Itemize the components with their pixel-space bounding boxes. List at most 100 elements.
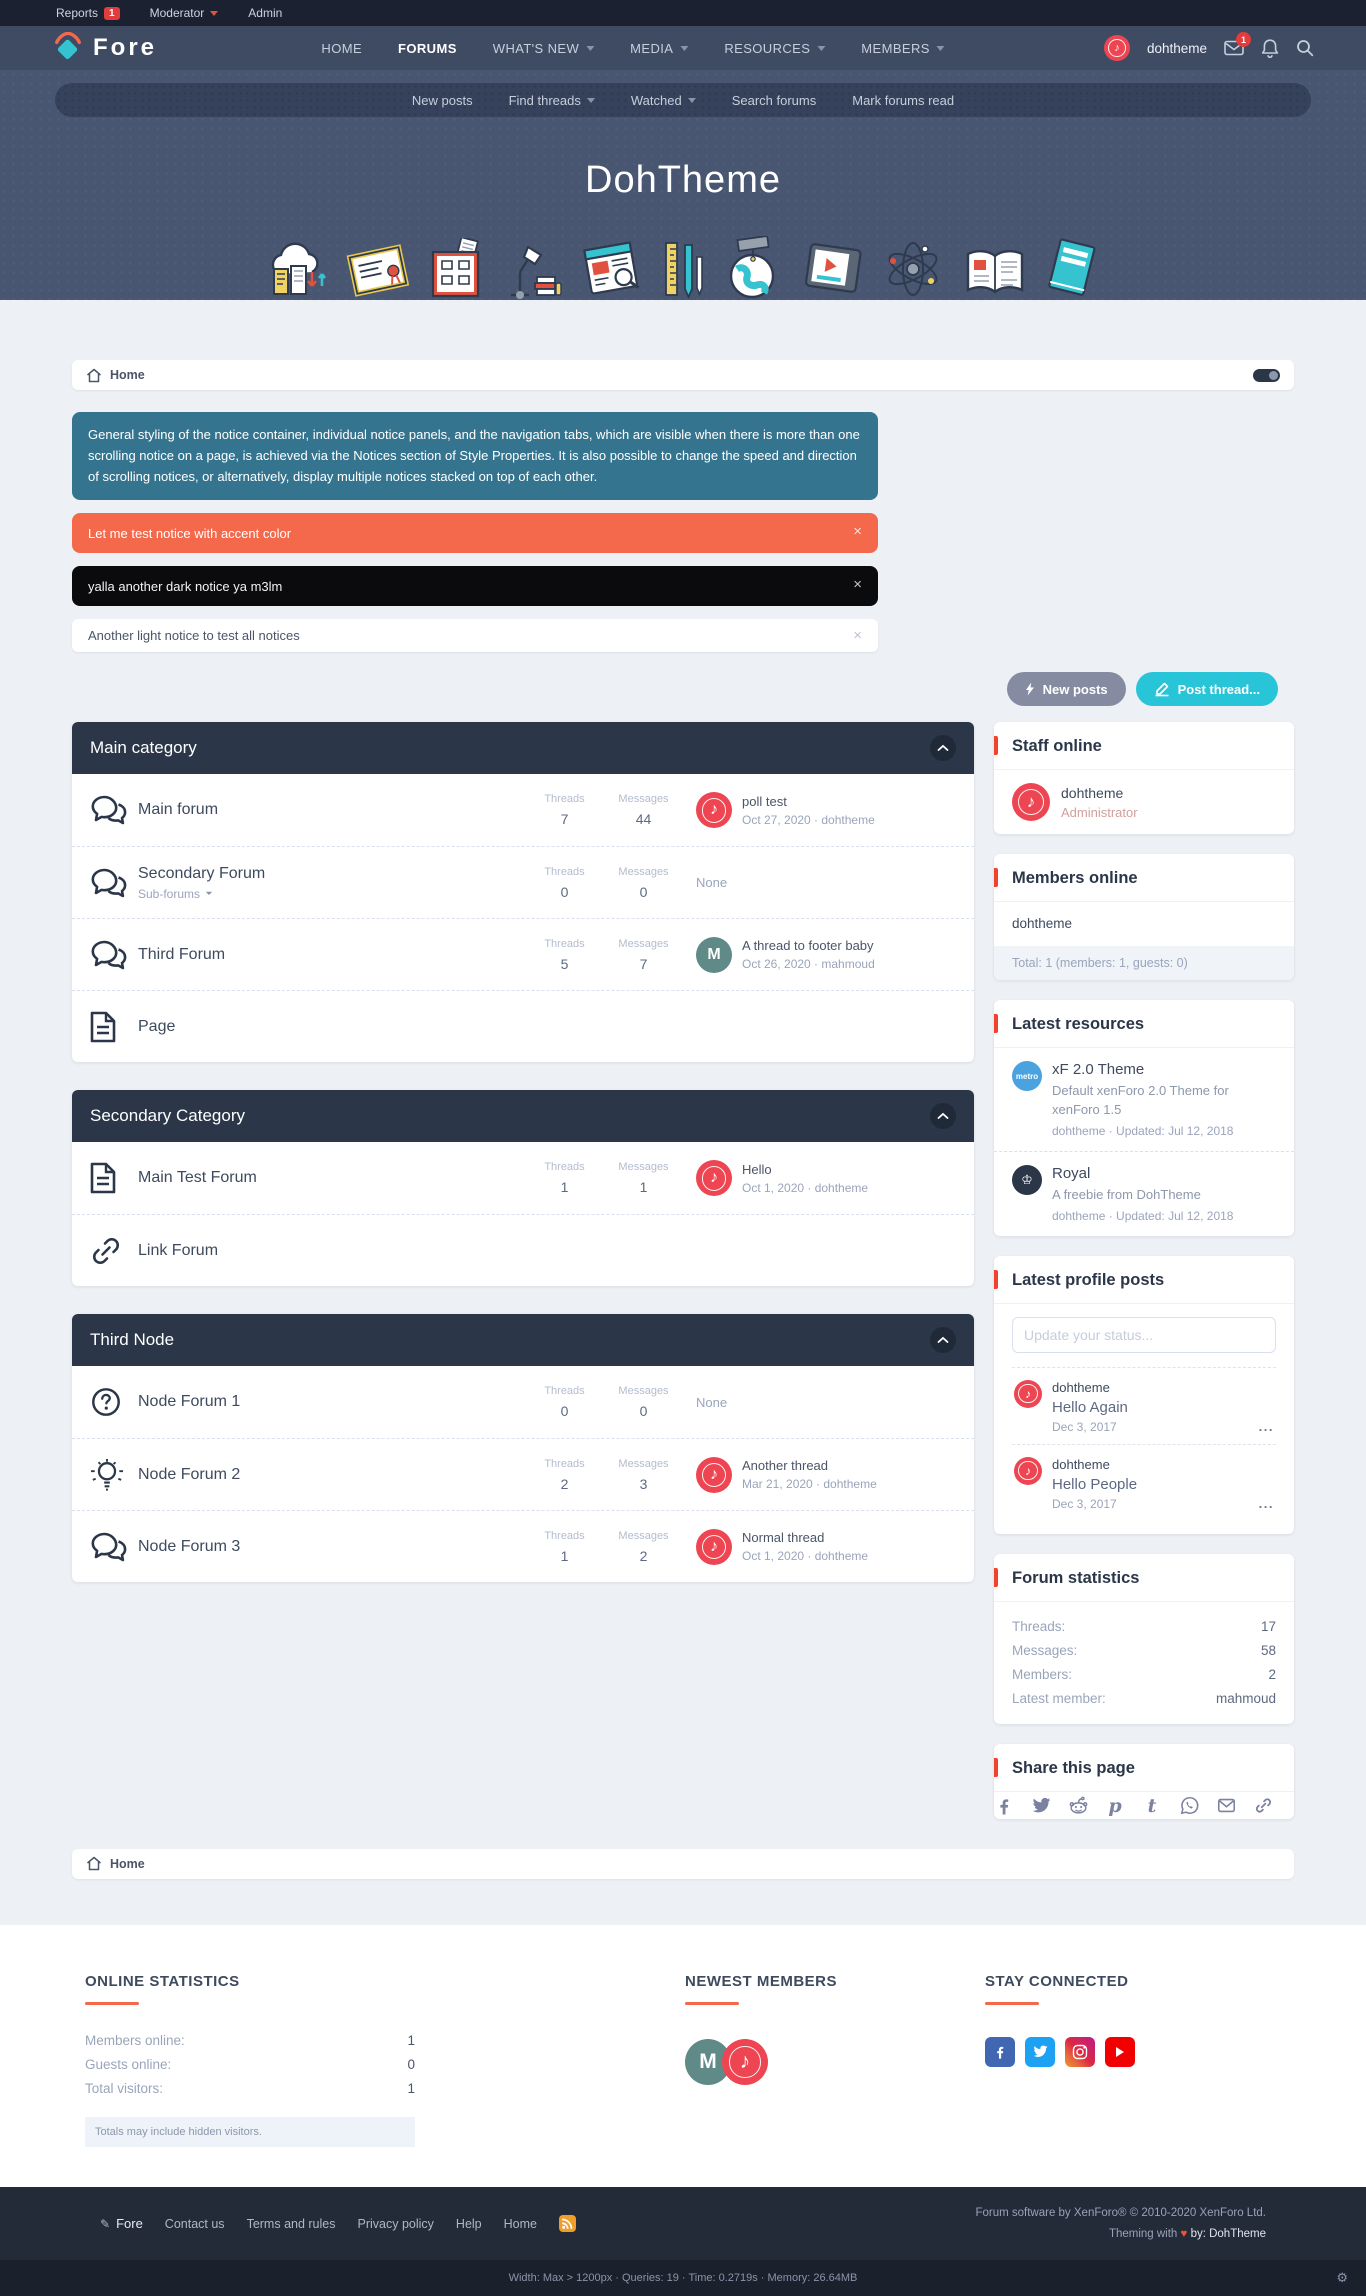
forum-row[interactable]: Node Forum 3 Threads 1 Messages 2 ♪ Normal…	[72, 1510, 974, 1583]
profile-post-user[interactable]: dohtheme	[1052, 1379, 1110, 1395]
close-icon[interactable]: ×	[853, 627, 862, 645]
forum-name[interactable]: Node Forum 1	[138, 1393, 241, 1411]
subnav-mark-forums-read[interactable]: Mark forums read	[852, 92, 955, 108]
forum-name[interactable]: Main Test Forum	[138, 1169, 257, 1187]
share-whatsapp-icon[interactable]	[1179, 1795, 1199, 1817]
ellipsis-menu-icon[interactable]: ...	[1258, 1495, 1274, 1511]
avatar[interactable]: ♪	[696, 792, 732, 829]
resource-name[interactable]: xF 2.0 Theme	[1052, 1061, 1145, 1079]
twitter-icon[interactable]	[1025, 2036, 1055, 2067]
footer-brand[interactable]: ✎ Fore	[100, 2216, 143, 2232]
forum-row[interactable]: Main Test Forum Threads 1 Messages 1 ♪ Hel…	[72, 1142, 974, 1215]
forum-row[interactable]: Page	[72, 990, 974, 1063]
subnav-watched[interactable]: Watched	[631, 93, 696, 108]
category-title[interactable]: Secondary Category	[90, 1106, 245, 1126]
status-update-input[interactable]	[1012, 1316, 1276, 1353]
close-icon[interactable]: ×	[853, 523, 862, 541]
nav-item-media[interactable]: MEDIA	[630, 41, 689, 56]
avatar[interactable]: ♪	[722, 2038, 768, 2085]
latest-post-title[interactable]: Hello	[742, 1161, 772, 1177]
admin-link[interactable]: Admin	[248, 6, 282, 20]
collapse-button[interactable]	[930, 1327, 956, 1354]
youtube-icon[interactable]	[1105, 2036, 1135, 2067]
footer-link-home[interactable]: Home	[503, 2216, 537, 2231]
member-link[interactable]: dohtheme	[1012, 916, 1073, 932]
category-title[interactable]: Third Node	[90, 1330, 175, 1350]
footer-link-contact[interactable]: Contact us	[164, 2216, 225, 2231]
latest-post-title[interactable]: Normal thread	[742, 1530, 825, 1546]
latest-post-title[interactable]: Another thread	[742, 1458, 829, 1474]
user-avatar[interactable]: ♪	[1103, 35, 1130, 61]
ellipsis-menu-icon[interactable]: ...	[1258, 1418, 1274, 1434]
footer-link-privacy[interactable]: Privacy policy	[357, 2216, 434, 2231]
search-button[interactable]	[1296, 39, 1314, 57]
share-link-icon[interactable]	[1253, 1795, 1273, 1817]
forum-name[interactable]: Secondary Forum	[138, 864, 266, 882]
inbox-button[interactable]: 1	[1224, 32, 1251, 56]
staff-username[interactable]: dohtheme	[1061, 784, 1124, 801]
breadcrumb-home[interactable]: Home	[110, 368, 145, 382]
forum-name[interactable]: Third Forum	[138, 945, 226, 963]
forum-row[interactable]: Main forum Threads 7 Messages 44 ♪ poll te…	[72, 774, 974, 847]
alerts-button[interactable]	[1261, 38, 1279, 58]
latest-post-title[interactable]: poll test	[742, 793, 787, 809]
nav-item-forums[interactable]: FORUMS	[398, 40, 457, 56]
nav-item-home[interactable]: HOME	[321, 40, 363, 56]
subnav-new-posts[interactable]: New posts	[411, 92, 473, 108]
subnav-find-threads[interactable]: Find threads	[509, 93, 595, 108]
forum-name[interactable]: Node Forum 3	[138, 1537, 241, 1555]
avatar[interactable]: ♪	[696, 1528, 732, 1565]
nav-item-resources[interactable]: RESOURCES	[724, 41, 826, 56]
post-thread-button[interactable]: Post thread...	[1135, 672, 1278, 707]
subnav-search-forums[interactable]: Search forums	[731, 92, 817, 108]
forum-row[interactable]: Node Forum 2 Threads 2 Messages 3 ♪ Anothe…	[72, 1438, 974, 1511]
gear-icon[interactable]: ⚙	[1336, 2270, 1348, 2286]
subforums-toggle[interactable]: Sub-forums	[138, 887, 265, 901]
avatar[interactable]: ♪	[696, 1456, 732, 1493]
collapse-button[interactable]	[930, 1103, 956, 1130]
latest-post-title[interactable]: A thread to footer baby	[742, 938, 874, 954]
forum-row[interactable]: Secondary Forum Sub-forums Threads 0 Mess…	[72, 846, 974, 919]
nav-item-members[interactable]: MEMBERS	[861, 41, 945, 56]
rss-icon[interactable]	[558, 2215, 576, 2233]
reports-link[interactable]: Reports 1	[56, 6, 120, 20]
avatar[interactable]: ♪	[1014, 1456, 1042, 1485]
moderator-menu[interactable]: Moderator	[150, 6, 219, 20]
share-tumblr-icon[interactable]: t	[1147, 1794, 1157, 1817]
resource-avatar[interactable]: metro	[1012, 1061, 1042, 1092]
share-reddit-icon[interactable]	[1068, 1795, 1088, 1817]
resource-item[interactable]: metro xF 2.0 Theme Default xenForo 2.0 T…	[994, 1048, 1294, 1151]
forum-name[interactable]: Main forum	[138, 801, 219, 819]
share-email-icon[interactable]	[1216, 1795, 1236, 1817]
forum-row[interactable]: Third Forum Threads 5 Messages 7 M A threa…	[72, 918, 974, 991]
close-icon[interactable]: ×	[853, 576, 862, 594]
share-facebook-icon[interactable]	[994, 1795, 1014, 1817]
forum-name[interactable]: Link Forum	[138, 1241, 219, 1259]
forum-name[interactable]: Node Forum 2	[138, 1465, 241, 1483]
avatar[interactable]: M	[696, 936, 732, 973]
latest-member-link[interactable]: mahmoud	[1215, 1691, 1276, 1707]
collapse-button[interactable]	[930, 735, 956, 762]
avatar[interactable]: ♪	[1012, 783, 1050, 822]
nav-item-whats-new[interactable]: WHAT'S NEW	[493, 41, 595, 56]
footer-link-terms[interactable]: Terms and rules	[246, 2216, 336, 2231]
category-title[interactable]: Main category	[90, 738, 197, 758]
theme-toggle[interactable]	[1253, 368, 1280, 382]
breadcrumb-home[interactable]: Home	[110, 1856, 145, 1871]
forum-name[interactable]: Page	[138, 1017, 176, 1035]
dohtheme-link[interactable]: by: DohTheme	[1190, 2227, 1266, 2240]
instagram-icon[interactable]	[1065, 2036, 1095, 2067]
forum-row[interactable]: Node Forum 1 Threads 0 Messages 0 None	[72, 1366, 974, 1439]
brand-logo[interactable]: Fore	[52, 32, 157, 64]
resource-name[interactable]: Royal	[1052, 1165, 1091, 1183]
avatar[interactable]: ♪	[696, 1160, 732, 1197]
avatar[interactable]: M	[685, 2038, 731, 2085]
resource-avatar[interactable]: ♔	[1012, 1165, 1042, 1196]
username-link[interactable]: dohtheme	[1146, 40, 1207, 56]
resource-item[interactable]: ♔ Royal A freebie from DohTheme dohtheme…	[994, 1151, 1294, 1236]
new-posts-button[interactable]: New posts	[1006, 672, 1126, 707]
share-twitter-icon[interactable]	[1031, 1795, 1051, 1817]
profile-post-user[interactable]: dohtheme	[1052, 1456, 1110, 1472]
facebook-icon[interactable]	[985, 2036, 1015, 2067]
forum-row[interactable]: Link Forum	[72, 1214, 974, 1287]
